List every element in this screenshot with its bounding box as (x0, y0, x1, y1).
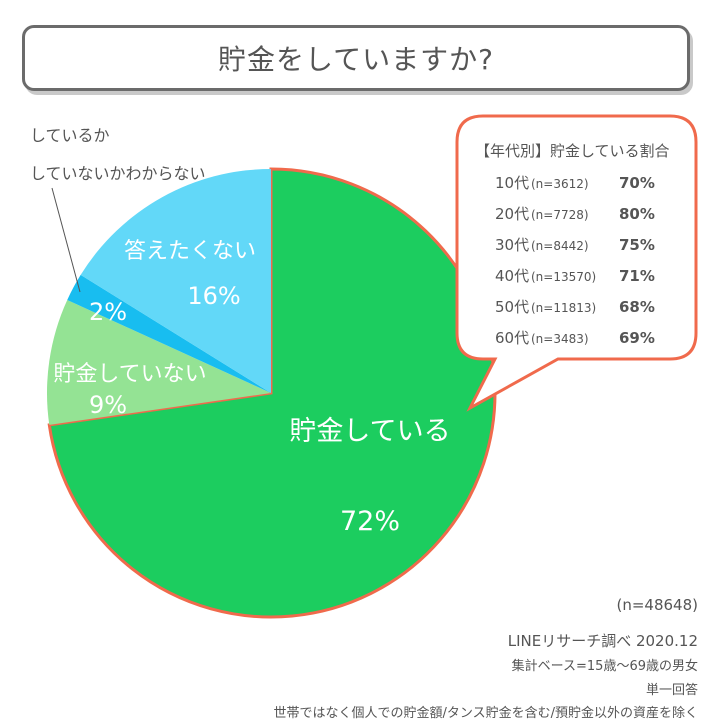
age-table-row: 20代 (n=7728) 80% (495, 203, 655, 224)
sample-count: (n=13570) (531, 270, 597, 284)
age-group: 50代 (495, 298, 530, 316)
age-table-row: 10代 (n=3612) 70% (495, 172, 655, 193)
external-label-line2: していないかわからない (30, 164, 206, 183)
saving-rate: 75% (619, 236, 655, 254)
page-title: 貯金をしていますか? (217, 43, 495, 76)
age-group: 40代 (495, 267, 530, 285)
slice-label-value-4: 16% (187, 282, 240, 310)
answer-type-note: 単一回答 (645, 683, 698, 698)
sample-size: (n=48648) (616, 596, 699, 614)
age-table-row: 30代 (n=8442) 75% (495, 234, 655, 255)
age-group: 60代 (495, 329, 530, 347)
pie-slice-1 (47, 167, 497, 619)
slice-label-name-2: 貯金していない (53, 362, 206, 387)
age-table-row: 60代 (n=3483) 69% (495, 327, 655, 348)
sample-count: (n=3483) (531, 332, 589, 346)
pie-slice-4 (80, 169, 272, 393)
slice-label-name-1: 貯金している (289, 416, 450, 447)
age-table-title: 【年代別】貯金している割合 (475, 142, 670, 160)
age-table-row: 40代 (n=13570) 71% (495, 265, 655, 286)
age-table-callout (455, 114, 698, 412)
sample-count: (n=8442) (531, 239, 589, 253)
slice-label-value-1: 72% (340, 506, 400, 537)
saving-rate: 80% (619, 205, 655, 223)
age-group: 10代 (495, 174, 530, 192)
pie-slice-2 (46, 299, 271, 425)
pie-slices (46, 167, 497, 619)
slice-label-value-2: 9% (89, 391, 127, 419)
age-group: 20代 (495, 205, 530, 223)
saving-rate: 69% (619, 329, 655, 347)
source-note: LINEリサーチ調べ 2020.12 (507, 632, 698, 650)
base-note: 集計ベース=15歳～69歳の男女 (511, 659, 698, 674)
sample-count: (n=7728) (531, 208, 589, 222)
slice-label-name-4: 答えたくない (124, 239, 256, 264)
sample-count: (n=3612) (531, 177, 589, 191)
pie-slice-3 (67, 274, 271, 393)
title-box: 貯金をしていますか? (22, 25, 690, 91)
saving-rate: 71% (619, 267, 655, 285)
sample-count: (n=11813) (531, 301, 597, 315)
age-group: 30代 (495, 236, 530, 254)
saving-rate: 70% (619, 174, 655, 192)
slice-label-value-3: 2% (89, 298, 127, 326)
saving-rate: 68% (619, 298, 655, 316)
age-table-row: 50代 (n=11813) 68% (495, 296, 655, 317)
callout-leader-line (51, 187, 81, 293)
external-label-line1: しているか (30, 126, 110, 145)
scope-note: 世帯ではなく個人での貯金額/タンス貯金を含む/預貯金以外の資産を除く (273, 706, 698, 721)
